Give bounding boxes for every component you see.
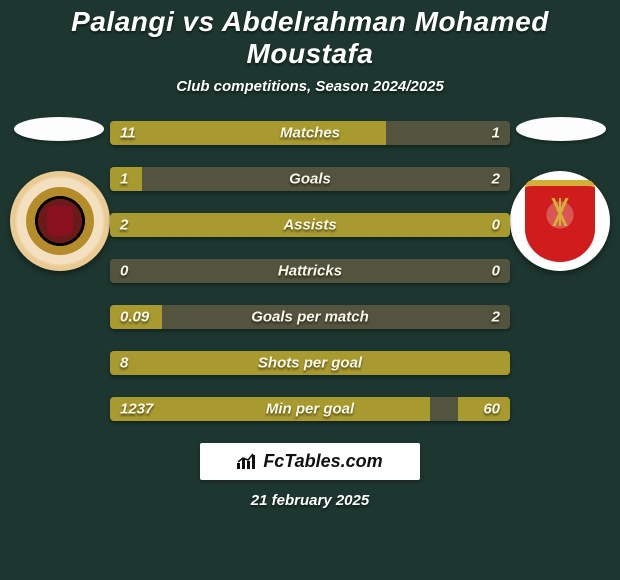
stat-fill-left: [110, 213, 510, 237]
stat-row: 111Matches: [110, 121, 510, 145]
stat-value-left: 0: [120, 263, 128, 280]
stat-value-right: 0: [492, 217, 500, 234]
bar-chart-icon: [237, 453, 259, 469]
stat-value-right: 2: [492, 309, 500, 326]
stat-row: 8Shots per goal: [110, 351, 510, 375]
stat-value-left: 2: [120, 217, 128, 234]
stat-row: 123760Min per goal: [110, 397, 510, 421]
comparison-panel: 111Matches12Goals20Assists00Hattricks0.0…: [0, 121, 620, 421]
stat-row: 0.092Goals per match: [110, 305, 510, 329]
brand-label: FcTables.com: [263, 451, 382, 471]
qatar-sc-badge-icon: [26, 187, 94, 255]
al-ahly-badge-icon: [525, 180, 595, 262]
club-badge-left: [10, 171, 110, 271]
stat-fill-left: [110, 397, 430, 421]
stat-value-left: 11: [120, 125, 136, 142]
stat-value-right: 2: [492, 171, 500, 188]
stat-row: 20Assists: [110, 213, 510, 237]
player-photo-right: [516, 117, 606, 141]
player-photo-left: [14, 117, 104, 141]
footer-date: 21 february 2025: [0, 492, 620, 509]
page-title: Palangi vs Abdelrahman Mohamed Moustafa: [0, 0, 620, 70]
stat-value-left: 0.09: [120, 309, 149, 326]
stat-row: 00Hattricks: [110, 259, 510, 283]
stat-value-right: 60: [483, 401, 500, 418]
stat-row: 12Goals: [110, 167, 510, 191]
stat-fill-left: [110, 351, 510, 375]
stats-list: 111Matches12Goals20Assists00Hattricks0.0…: [110, 121, 510, 421]
page-subtitle: Club competitions, Season 2024/2025: [0, 78, 620, 95]
stat-value-right: 0: [492, 263, 500, 280]
stat-value-left: 8: [120, 355, 128, 372]
club-badge-right: [510, 171, 610, 271]
stat-value-left: 1237: [120, 401, 153, 418]
brand-badge: FcTables.com: [200, 443, 420, 480]
stat-value-right: 1: [492, 125, 500, 142]
stat-value-left: 1: [120, 171, 128, 188]
stat-fill-left: [110, 121, 386, 145]
